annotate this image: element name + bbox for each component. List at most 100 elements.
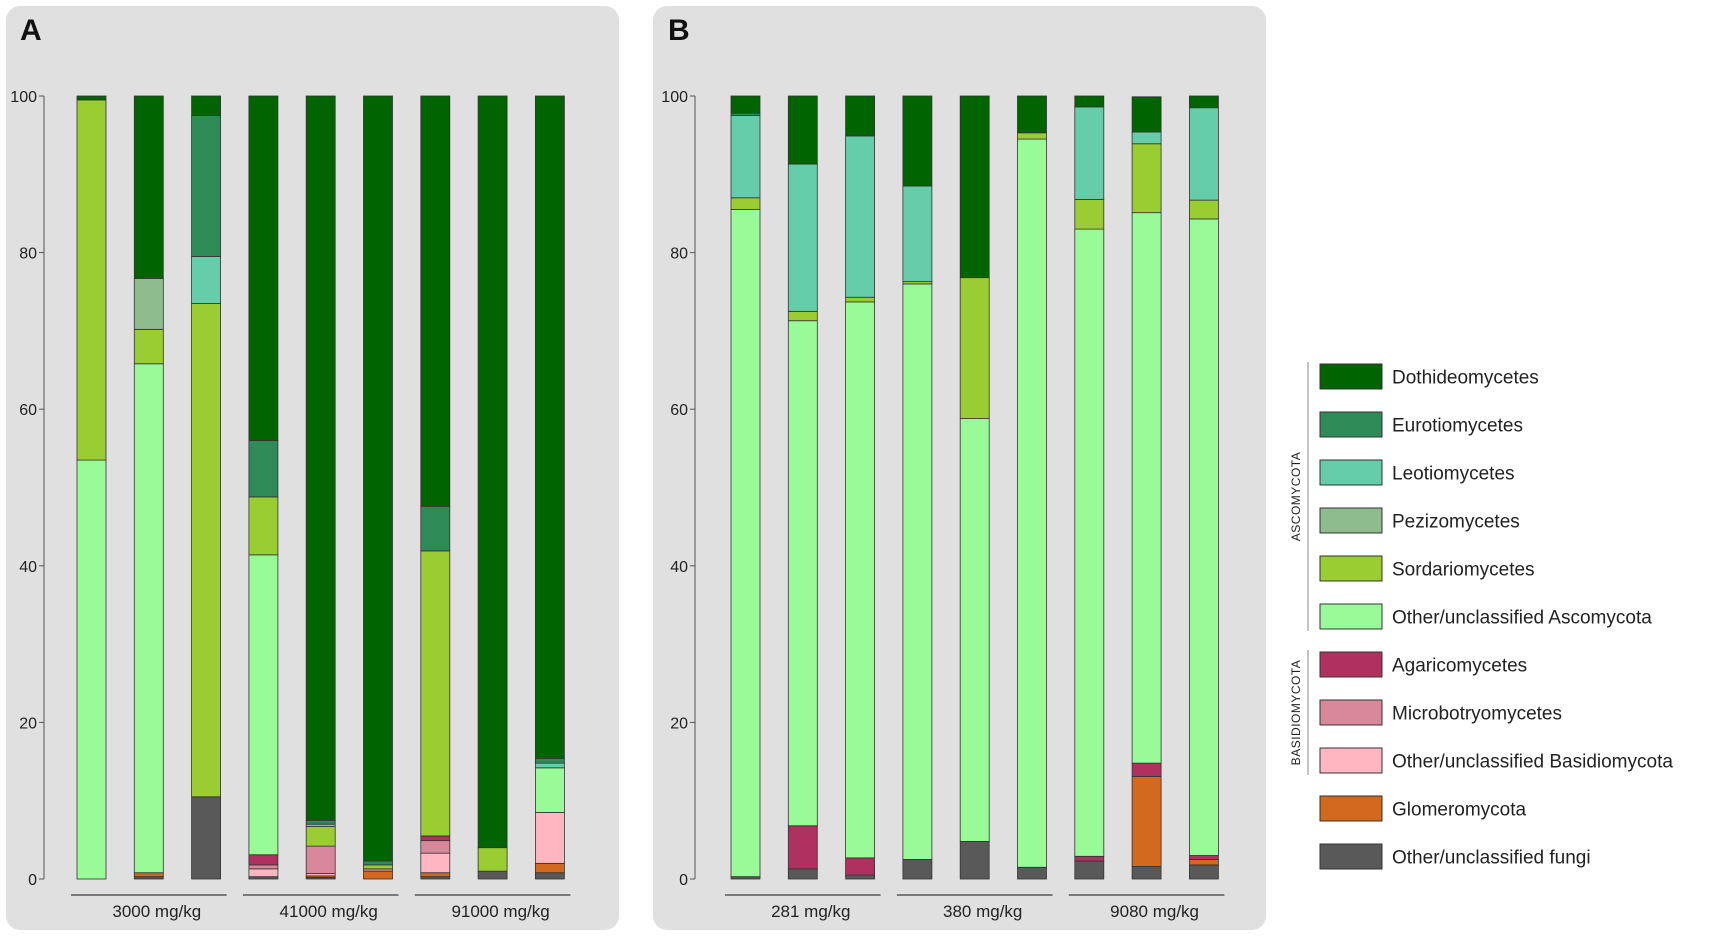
panel-b-bar-2-segment-dothideomycetes: [787, 95, 818, 165]
panel-a-group-label: 41000 mg/kg: [280, 902, 378, 921]
panel-b-bar-2-segment-other-unclassified-fungi: [787, 868, 818, 880]
panel-b-bar-5: [959, 95, 990, 880]
panel-b-bar-7-segment-agaricomycetes: [1074, 855, 1105, 862]
panel-a-bar-7-segment-microbotryomycetes: [420, 840, 451, 854]
panel-b-bar-7-segment-dothideomycetes: [1074, 95, 1105, 108]
panel-a-bar-5: [305, 95, 336, 880]
panel-b-bar-4-segment-dothideomycetes: [902, 95, 933, 187]
legend-swatch-other-unclassified-basidiomycota: [1319, 747, 1383, 774]
panel-b-bar-4-segment-other-unclassified-ascomycota: [902, 283, 933, 860]
panel-a-bar-7-segment-other-unclassified-basidiomycota: [420, 852, 451, 874]
panel-b-bar-3-segment-other-unclassified-fungi: [845, 874, 875, 880]
panel-b-y-tick-label: 100: [661, 89, 688, 106]
panel-b-bar-1-segment-sordariomycetes: [730, 197, 761, 210]
panel-b-bar-6-segment-other-unclassified-fungi: [1017, 866, 1047, 880]
panel-a-bar-9-segment-glomeromycota: [535, 862, 565, 874]
panel-b-bar-7: [1074, 95, 1105, 880]
panel-b-bar-9-segment-glomeromycota: [1189, 859, 1219, 866]
panel-a-bar-6-segment-glomeromycota: [363, 870, 393, 880]
panel-b-bar-2-segment-leotiomycetes: [787, 163, 818, 312]
panel-a-bar-1-segment-sordariomycetes: [76, 99, 107, 461]
panel-b-bar-4-segment-leotiomycetes: [902, 185, 933, 282]
panel-b-bar-3-segment-dothideomycetes: [845, 95, 875, 137]
panel-b-bar-8-segment-other-unclassified-fungi: [1131, 866, 1162, 880]
legend-swatch-dothideomycetes: [1319, 363, 1383, 390]
panel-a-bar-4-segment-dothideomycetes: [248, 95, 279, 441]
panel-b-bar-2-segment-agaricomycetes: [787, 825, 818, 870]
legend-item: Microbotryomycetes: [1319, 699, 1562, 726]
panel-a-bar-9: [535, 95, 565, 880]
legend-item: Leotiomycetes: [1319, 459, 1515, 486]
panel-a-bar-2-segment-dothideomycetes: [133, 95, 164, 279]
legend-label: Other/unclassified Ascomycota: [1392, 608, 1652, 629]
panel-b-group-label: 281 mg/kg: [771, 902, 850, 921]
legend-item: Pezizomycetes: [1319, 507, 1520, 534]
legend-swatch-pezizomycetes: [1319, 507, 1383, 534]
panel-a-bar-8-segment-dothideomycetes: [477, 95, 508, 849]
panel-a-bar-6-segment-sordariomycetes: [363, 864, 393, 870]
panel-a-bar-2-segment-glomeromycota: [133, 872, 164, 878]
legend-item: Dothideomycetes: [1319, 363, 1539, 390]
panel-b-bar-6-segment-dothideomycetes: [1017, 95, 1047, 134]
legend-swatch-other-unclassified-fungi: [1319, 843, 1383, 870]
legend-swatch-eurotiomycetes: [1319, 411, 1383, 438]
legend-item: Other/unclassified Basidiomycota: [1319, 747, 1673, 774]
panel-a-bar-3-segment-dothideomycetes: [191, 95, 222, 116]
panel-a-bar-3-segment-sordariomycetes: [191, 303, 222, 798]
panel-a-bar-3: [191, 95, 222, 880]
panel-b-bar-9-segment-other-unclassified-ascomycota: [1189, 218, 1219, 856]
legend-label: Other/unclassified fungi: [1392, 848, 1591, 869]
panel-a-bar-7-segment-dothideomycetes: [420, 95, 451, 507]
panel-b-plot: 0 20 40 60 80 100 281 mg/kg 380 mg/kg 9080 mg/kg: [661, 89, 1225, 921]
panel-b-bar-8-segment-leotiomycetes: [1131, 131, 1162, 145]
legend-label: Eurotiomycetes: [1392, 416, 1523, 437]
panel-b-bar-1: [730, 95, 761, 880]
panel-a-bar-8: [477, 95, 508, 880]
panel-b-bar-3-segment-other-unclassified-ascomycota: [845, 301, 875, 859]
panel-a-bar-2: [133, 95, 164, 880]
panel-b-bar-2-segment-other-unclassified-ascomycota: [787, 320, 818, 827]
panel-a-bar-3-segment-leotiomycetes: [191, 256, 222, 304]
panel-b-bar-1-segment-dothideomycetes: [730, 95, 761, 114]
legend-item: Eurotiomycetes: [1319, 411, 1523, 438]
panel-b-bar-6-segment-sordariomycetes: [1017, 132, 1047, 140]
panel-b-bar-3: [845, 95, 875, 880]
legend-label: Pezizomycetes: [1392, 512, 1520, 533]
panel-b-y-tick-label: 0: [679, 872, 688, 889]
panel-a-bar-9-segment-other-unclassified-fungi: [535, 872, 565, 880]
panel-a-bar-3-segment-eurotiomycetes: [191, 115, 222, 257]
panel-a-bar-9-segment-other-unclassified-ascomycota: [535, 767, 565, 813]
panel-b-bar-7-segment-other-unclassified-ascomycota: [1074, 228, 1105, 857]
panel-b-y-tick-label: 60: [670, 402, 688, 419]
legend-label: Glomeromycota: [1392, 800, 1527, 821]
panel-b-bar-2-segment-sordariomycetes: [787, 310, 818, 322]
panel-b-bar-1-segment-leotiomycetes: [730, 115, 761, 199]
panel-a-bar-9-segment-leotiomycetes: [535, 762, 565, 769]
panel-b-bar-2: [787, 95, 818, 880]
panel-a-bar-5-segment-microbotryomycetes: [305, 845, 336, 874]
panel-a-bar-9-segment-eurotiomycetes: [535, 758, 565, 764]
panel-a-plot: 0 20 40 60 80 100 3000 mg/kg 41000 mg/kg 91000 m…: [10, 89, 571, 921]
panel-a-y-tick-label: 0: [28, 872, 37, 889]
panel-a-bar-4-segment-agaricomycetes: [248, 854, 279, 866]
legend-swatch-microbotryomycetes: [1319, 699, 1383, 726]
legend: Dothideomycetes Eurotiomycetes Leotiomycet…: [1289, 362, 1673, 870]
panel-a-label: A: [20, 14, 42, 47]
panel-a-bar-7-segment-eurotiomycetes: [420, 505, 451, 552]
panel-b-bar-8: [1131, 96, 1162, 880]
panel-a-bar-5-segment-dothideomycetes: [305, 95, 336, 821]
panel-b-bar-1-segment-other-unclassified-ascomycota: [730, 209, 761, 878]
panel-a-bar-2-segment-pezizomycetes: [133, 278, 164, 330]
panel-a-y-tick-label: 40: [19, 559, 37, 576]
panel-a-y-tick-label: 100: [10, 89, 37, 106]
panel-b-bar-7-segment-leotiomycetes: [1074, 106, 1105, 200]
panel-a-bar-6-segment-eurotiomycetes: [363, 860, 393, 866]
panel-b-bar-9-segment-sordariomycetes: [1189, 199, 1219, 220]
panel-a-bar-9-segment-other-unclassified-basidiomycota: [535, 812, 565, 864]
panel-b-bar-3-segment-agaricomycetes: [845, 857, 875, 876]
panel-b-bar-5-segment-sordariomycetes: [959, 277, 990, 419]
legend-swatch-glomeromycota: [1319, 795, 1383, 822]
panel-b-bar-7-segment-other-unclassified-fungi: [1074, 860, 1105, 880]
legend-swatch-agaricomycetes: [1319, 651, 1383, 678]
